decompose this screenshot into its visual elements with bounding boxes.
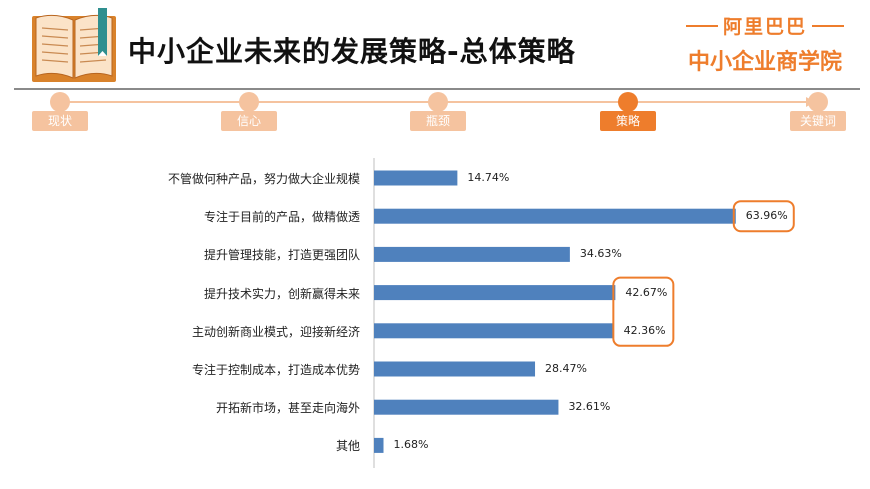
highlight-box-2 xyxy=(612,276,675,347)
brand-name: 阿里巴巴 xyxy=(686,12,844,39)
category-label: 专注于控制成本，打造成本优势 xyxy=(191,363,360,377)
page-title: 中小企业未来的发展策略-总体策略 xyxy=(128,35,576,68)
category-label: 主动创新商业模式，迎接新经济 xyxy=(191,324,360,339)
header-divider xyxy=(14,88,860,90)
book-icon xyxy=(32,8,116,82)
value-label: 42.36% xyxy=(623,323,666,337)
bar-3 xyxy=(374,246,570,262)
bar-1 xyxy=(374,170,458,186)
bar-5 xyxy=(374,323,614,339)
timeline-step-4-active[interactable]: 策略 xyxy=(600,111,656,131)
timeline-step-5[interactable]: 关键词 xyxy=(790,111,846,131)
category-label: 专注于目前的产品，做精做透 xyxy=(203,210,360,225)
value-label: 14.74% xyxy=(467,171,510,184)
bar-2 xyxy=(374,208,736,224)
value-label: 34.63% xyxy=(579,247,622,261)
timeline-step-1[interactable]: 现状 xyxy=(32,111,88,131)
value-label: 1.68% xyxy=(393,438,429,452)
value-label: 32.61% xyxy=(568,400,611,414)
category-label: 提升技术实力，创新赢得未来 xyxy=(203,286,360,301)
timeline-step-2[interactable]: 信心 xyxy=(221,111,277,131)
bar-6 xyxy=(374,361,536,377)
category-label: 开拓新市场，甚至走向海外 xyxy=(215,401,360,416)
bar-7 xyxy=(374,399,559,415)
timeline-step-3[interactable]: 瓶颈 xyxy=(410,111,466,131)
highlight-box-1 xyxy=(732,200,795,233)
bar-4 xyxy=(374,285,616,301)
value-label: 42.67% xyxy=(625,285,668,299)
value-label: 28.47% xyxy=(545,362,587,375)
value-label: 63.96% xyxy=(745,209,788,223)
category-label: 提升管理技能，打造更强团队 xyxy=(203,248,360,263)
category-label: 不管做何种产品，努力做大企业规模 xyxy=(167,172,360,186)
category-label: 其他 xyxy=(335,439,360,454)
brand-subtitle: 中小企业商学院 xyxy=(687,50,842,75)
bar-8 xyxy=(374,437,384,453)
